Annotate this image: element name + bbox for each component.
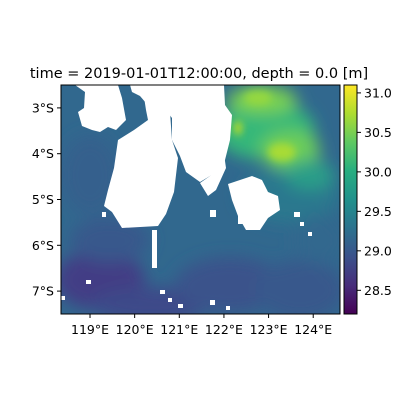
islet-6 xyxy=(86,280,91,284)
land-masks xyxy=(61,85,312,310)
x-tick-label: 122°E xyxy=(205,322,243,337)
colorbar-tick-label: 30.5 xyxy=(364,125,392,140)
x-tick-label: 120°E xyxy=(116,322,154,337)
map-panel: 119°E 120°E 121°E 122°E 123°E 124°E 3°S 4°S 5°S… xyxy=(32,84,341,337)
sulawesi-southwest-peninsula xyxy=(104,97,178,228)
colorbar-tick-label: 31.0 xyxy=(364,85,392,100)
islet-5 xyxy=(308,232,312,236)
kabaena-island xyxy=(238,214,244,224)
sst-patches xyxy=(61,86,340,314)
islet-11 xyxy=(226,306,230,310)
x-tick-label: 119°E xyxy=(71,322,109,337)
gulf-coast-west xyxy=(200,140,226,196)
islet-4 xyxy=(300,222,304,226)
x-axis: 119°E 120°E 121°E 122°E 123°E 124°E xyxy=(71,314,332,337)
islet-3 xyxy=(294,212,300,217)
x-tick-label: 123°E xyxy=(250,322,288,337)
y-tick-label: 6°S xyxy=(32,238,54,253)
borneo-sulawesi-block xyxy=(130,85,232,182)
colorbar-tick-label: 28.5 xyxy=(364,283,392,298)
colorbar-ticks: 28.5 29.0 29.5 30.0 30.5 31.0 xyxy=(357,85,392,298)
colorbar-tick-label: 29.5 xyxy=(364,204,392,219)
sulawesi-south-arm xyxy=(75,85,126,132)
colorbar-gradient xyxy=(343,84,358,315)
colorbar: 28.5 29.0 29.5 30.0 30.5 31.0 xyxy=(343,84,392,315)
y-tick-label: 7°S xyxy=(32,284,54,299)
y-axis: 3°S 4°S 5°S 6°S 7°S xyxy=(32,100,61,299)
islet-1 xyxy=(210,210,216,217)
islet-10 xyxy=(61,296,65,300)
sst-field xyxy=(61,85,340,314)
islet-8 xyxy=(210,300,215,305)
islet-7 xyxy=(160,290,165,294)
x-tick-label: 121°E xyxy=(160,322,198,337)
islet-12 xyxy=(178,304,183,308)
colorbar-tick-label: 29.0 xyxy=(364,243,392,258)
y-tick-label: 5°S xyxy=(32,192,54,207)
figure-title: time = 2019-01-01T12:00:00, depth = 0.0 … xyxy=(30,66,368,82)
x-tick-label: 124°E xyxy=(294,322,332,337)
selayar-island xyxy=(152,230,157,268)
colorbar-tick-label: 30.0 xyxy=(364,164,392,179)
islet-2 xyxy=(102,212,106,217)
y-tick-label: 3°S xyxy=(32,100,54,115)
y-tick-label: 4°S xyxy=(32,146,54,161)
islet-9 xyxy=(168,298,172,302)
